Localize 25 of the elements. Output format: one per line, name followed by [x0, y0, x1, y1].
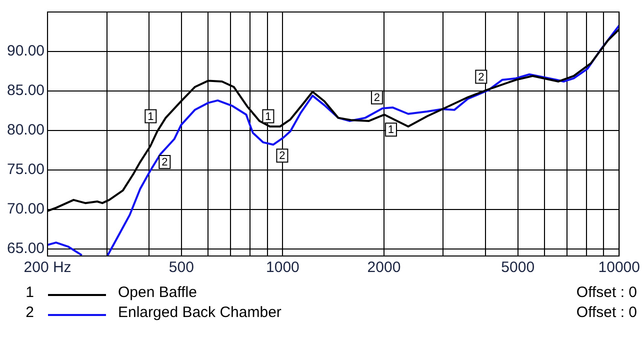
y-tick-label: 85.00	[6, 82, 45, 100]
y-tick-label: 70.00	[6, 200, 45, 218]
x-tick-label: 10000	[598, 259, 640, 276]
legend-label: Open Baffle	[118, 284, 197, 301]
x-tick-label: 2000	[367, 259, 401, 276]
annotation: 1	[388, 124, 394, 136]
x-tick-label: 200 Hz	[24, 259, 72, 276]
text: 1	[26, 284, 34, 301]
annotation: 2	[279, 150, 286, 162]
text: 2	[26, 304, 34, 321]
y-tick-label: 65.00	[6, 240, 45, 258]
legend-label: Enlarged Back Chamber	[118, 304, 282, 321]
x-tick-label: 1000	[266, 259, 300, 276]
x-tick-label: 500	[168, 259, 194, 276]
text: Offset : 0	[576, 304, 637, 321]
text: Offset : 0	[576, 284, 637, 301]
y-tick-label: 75.00	[6, 161, 45, 178]
annotation: 1	[265, 110, 272, 123]
annotation: 1	[148, 110, 154, 123]
y-tick-label: 90.00	[6, 42, 45, 60]
annotation: 2	[374, 92, 380, 104]
annotation: 2	[162, 156, 168, 169]
y-tick-label: 80.00	[6, 122, 45, 139]
annotation: 2	[478, 71, 484, 84]
x-tick-label: 5000	[501, 259, 535, 276]
